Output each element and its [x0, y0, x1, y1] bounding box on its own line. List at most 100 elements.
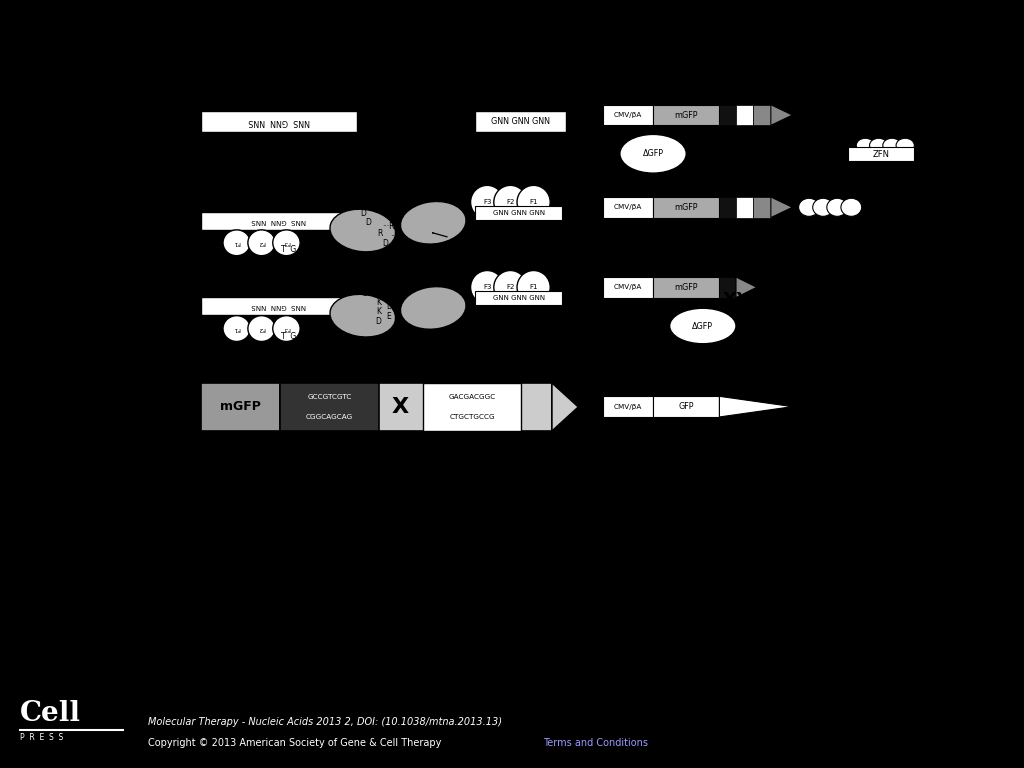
Text: GNN GNN GNN: GNN GNN GNN	[490, 117, 550, 126]
FancyBboxPatch shape	[753, 197, 771, 217]
FancyBboxPatch shape	[736, 197, 753, 217]
Text: Copyright © 2013 American Society of Gene & Cell Therapy: Copyright © 2013 American Society of Gen…	[148, 737, 449, 748]
Text: CMV/βA: CMV/βA	[614, 404, 642, 409]
Ellipse shape	[620, 134, 686, 173]
Text: F3: F3	[283, 240, 290, 245]
FancyBboxPatch shape	[475, 206, 562, 220]
Ellipse shape	[330, 209, 395, 252]
Text: D: D	[362, 290, 369, 298]
FancyBboxPatch shape	[653, 396, 720, 417]
Text: D: D	[382, 239, 388, 248]
FancyBboxPatch shape	[603, 197, 653, 217]
Text: ZFN: ZFN	[872, 150, 890, 159]
Text: DSB formation at: DSB formation at	[801, 254, 870, 263]
Text: CMV/βA: CMV/βA	[614, 284, 642, 290]
Text: Full ZFN target site: Full ZFN target site	[340, 88, 427, 97]
Text: N N N N N N: N N N N N N	[388, 118, 440, 127]
Text: F3: F3	[283, 326, 290, 331]
Ellipse shape	[799, 198, 819, 217]
Text: NNS  GNN  NNS: NNS GNN NNS	[248, 117, 310, 126]
Text: CMV/βA: CMV/βA	[614, 112, 642, 118]
Text: F2: F2	[258, 326, 265, 331]
Polygon shape	[552, 382, 579, 431]
Text: K: K	[366, 202, 371, 211]
FancyBboxPatch shape	[753, 104, 771, 125]
Text: 6 bp Spacer: 6 bp Spacer	[388, 98, 442, 108]
FancyBboxPatch shape	[201, 212, 357, 230]
Text: Molecular Therapy - Nucleic Acids 2013 2, DOI: (10.1038/mtna.2013.13): Molecular Therapy - Nucleic Acids 2013 2…	[148, 717, 503, 727]
Text: GFP: GFP	[679, 402, 694, 411]
Text: GACGACGGC: GACGACGGC	[449, 394, 496, 400]
Ellipse shape	[330, 294, 395, 337]
Text: F2: F2	[506, 284, 515, 290]
Text: GNN GNN GNN: GNN GNN GNN	[493, 295, 545, 301]
Ellipse shape	[223, 316, 250, 342]
Text: Stably integrated non-functional GFP construct: Stably integrated non-functional GFP con…	[621, 81, 818, 91]
Text: CGGCAGCAG: CGGCAGCAG	[306, 414, 353, 419]
Text: mGFP: mGFP	[675, 111, 698, 120]
Text: X: X	[735, 290, 750, 309]
Text: ···R: ···R	[382, 221, 394, 230]
Text: K: K	[374, 285, 379, 293]
Text: E: E	[386, 312, 391, 321]
FancyBboxPatch shape	[475, 291, 562, 306]
FancyBboxPatch shape	[201, 297, 357, 315]
Text: c: c	[184, 305, 193, 319]
Text: a: a	[184, 72, 194, 87]
FancyBboxPatch shape	[201, 382, 552, 431]
Ellipse shape	[813, 198, 834, 217]
Ellipse shape	[517, 270, 550, 304]
Text: R: R	[378, 229, 383, 237]
FancyBboxPatch shape	[720, 104, 736, 125]
Text: NNS  GNN  NNS: NNS GNN NNS	[252, 303, 306, 309]
Text: mGFP: mGFP	[675, 203, 698, 212]
Ellipse shape	[670, 308, 736, 344]
Text: L: L	[386, 302, 390, 311]
Text: ZFN expression plasmid: ZFN expression plasmid	[787, 187, 884, 197]
Ellipse shape	[248, 316, 275, 342]
FancyBboxPatch shape	[423, 382, 521, 431]
Text: P  R  E  S  S: P R E S S	[20, 733, 63, 742]
Text: Cell: Cell	[20, 700, 81, 727]
Polygon shape	[720, 396, 793, 417]
Text: ZFN protein: ZFN protein	[914, 129, 962, 138]
Text: X: X	[391, 397, 409, 417]
Ellipse shape	[248, 230, 275, 256]
Text: K: K	[376, 307, 381, 316]
Text: T: T	[402, 270, 408, 279]
Ellipse shape	[223, 230, 250, 256]
Text: ZFN target site: ZFN target site	[806, 262, 865, 271]
Text: F3: F3	[483, 284, 492, 290]
Text: produce functional GFP: produce functional GFP	[788, 379, 883, 387]
Text: G: G	[387, 189, 393, 198]
Ellipse shape	[471, 185, 504, 219]
Ellipse shape	[883, 138, 901, 153]
Text: d: d	[184, 382, 195, 396]
FancyBboxPatch shape	[280, 382, 379, 431]
Text: CTGCTGCCG: CTGCTGCCG	[450, 414, 495, 419]
Text: mGFP: mGFP	[675, 283, 698, 292]
Ellipse shape	[841, 198, 861, 217]
Text: ···D: ···D	[390, 232, 403, 241]
Ellipse shape	[856, 138, 874, 153]
Text: b: b	[184, 201, 195, 216]
FancyBboxPatch shape	[201, 382, 280, 431]
Text: Inter-domain linker: Inter-domain linker	[243, 194, 323, 204]
Text: F1: F1	[232, 240, 241, 245]
Text: G: G	[393, 275, 399, 284]
Text: Q: Q	[377, 196, 383, 205]
Ellipse shape	[272, 316, 300, 342]
Text: Functional GFP reporter construct: Functional GFP reporter construct	[652, 419, 787, 427]
FancyBboxPatch shape	[603, 104, 653, 125]
Text: F1: F1	[529, 284, 538, 290]
Text: template plasmid and: template plasmid and	[792, 180, 880, 189]
Polygon shape	[771, 104, 793, 125]
Text: Non-functional GFP reporter construct: Non-functional GFP reporter construct	[311, 436, 472, 445]
Ellipse shape	[869, 138, 888, 153]
Text: DSB repair by HR to: DSB repair by HR to	[796, 370, 876, 379]
Text: Q: Q	[383, 280, 389, 289]
Ellipse shape	[400, 201, 466, 244]
Polygon shape	[771, 197, 793, 217]
FancyBboxPatch shape	[720, 277, 736, 298]
FancyBboxPatch shape	[201, 111, 357, 132]
